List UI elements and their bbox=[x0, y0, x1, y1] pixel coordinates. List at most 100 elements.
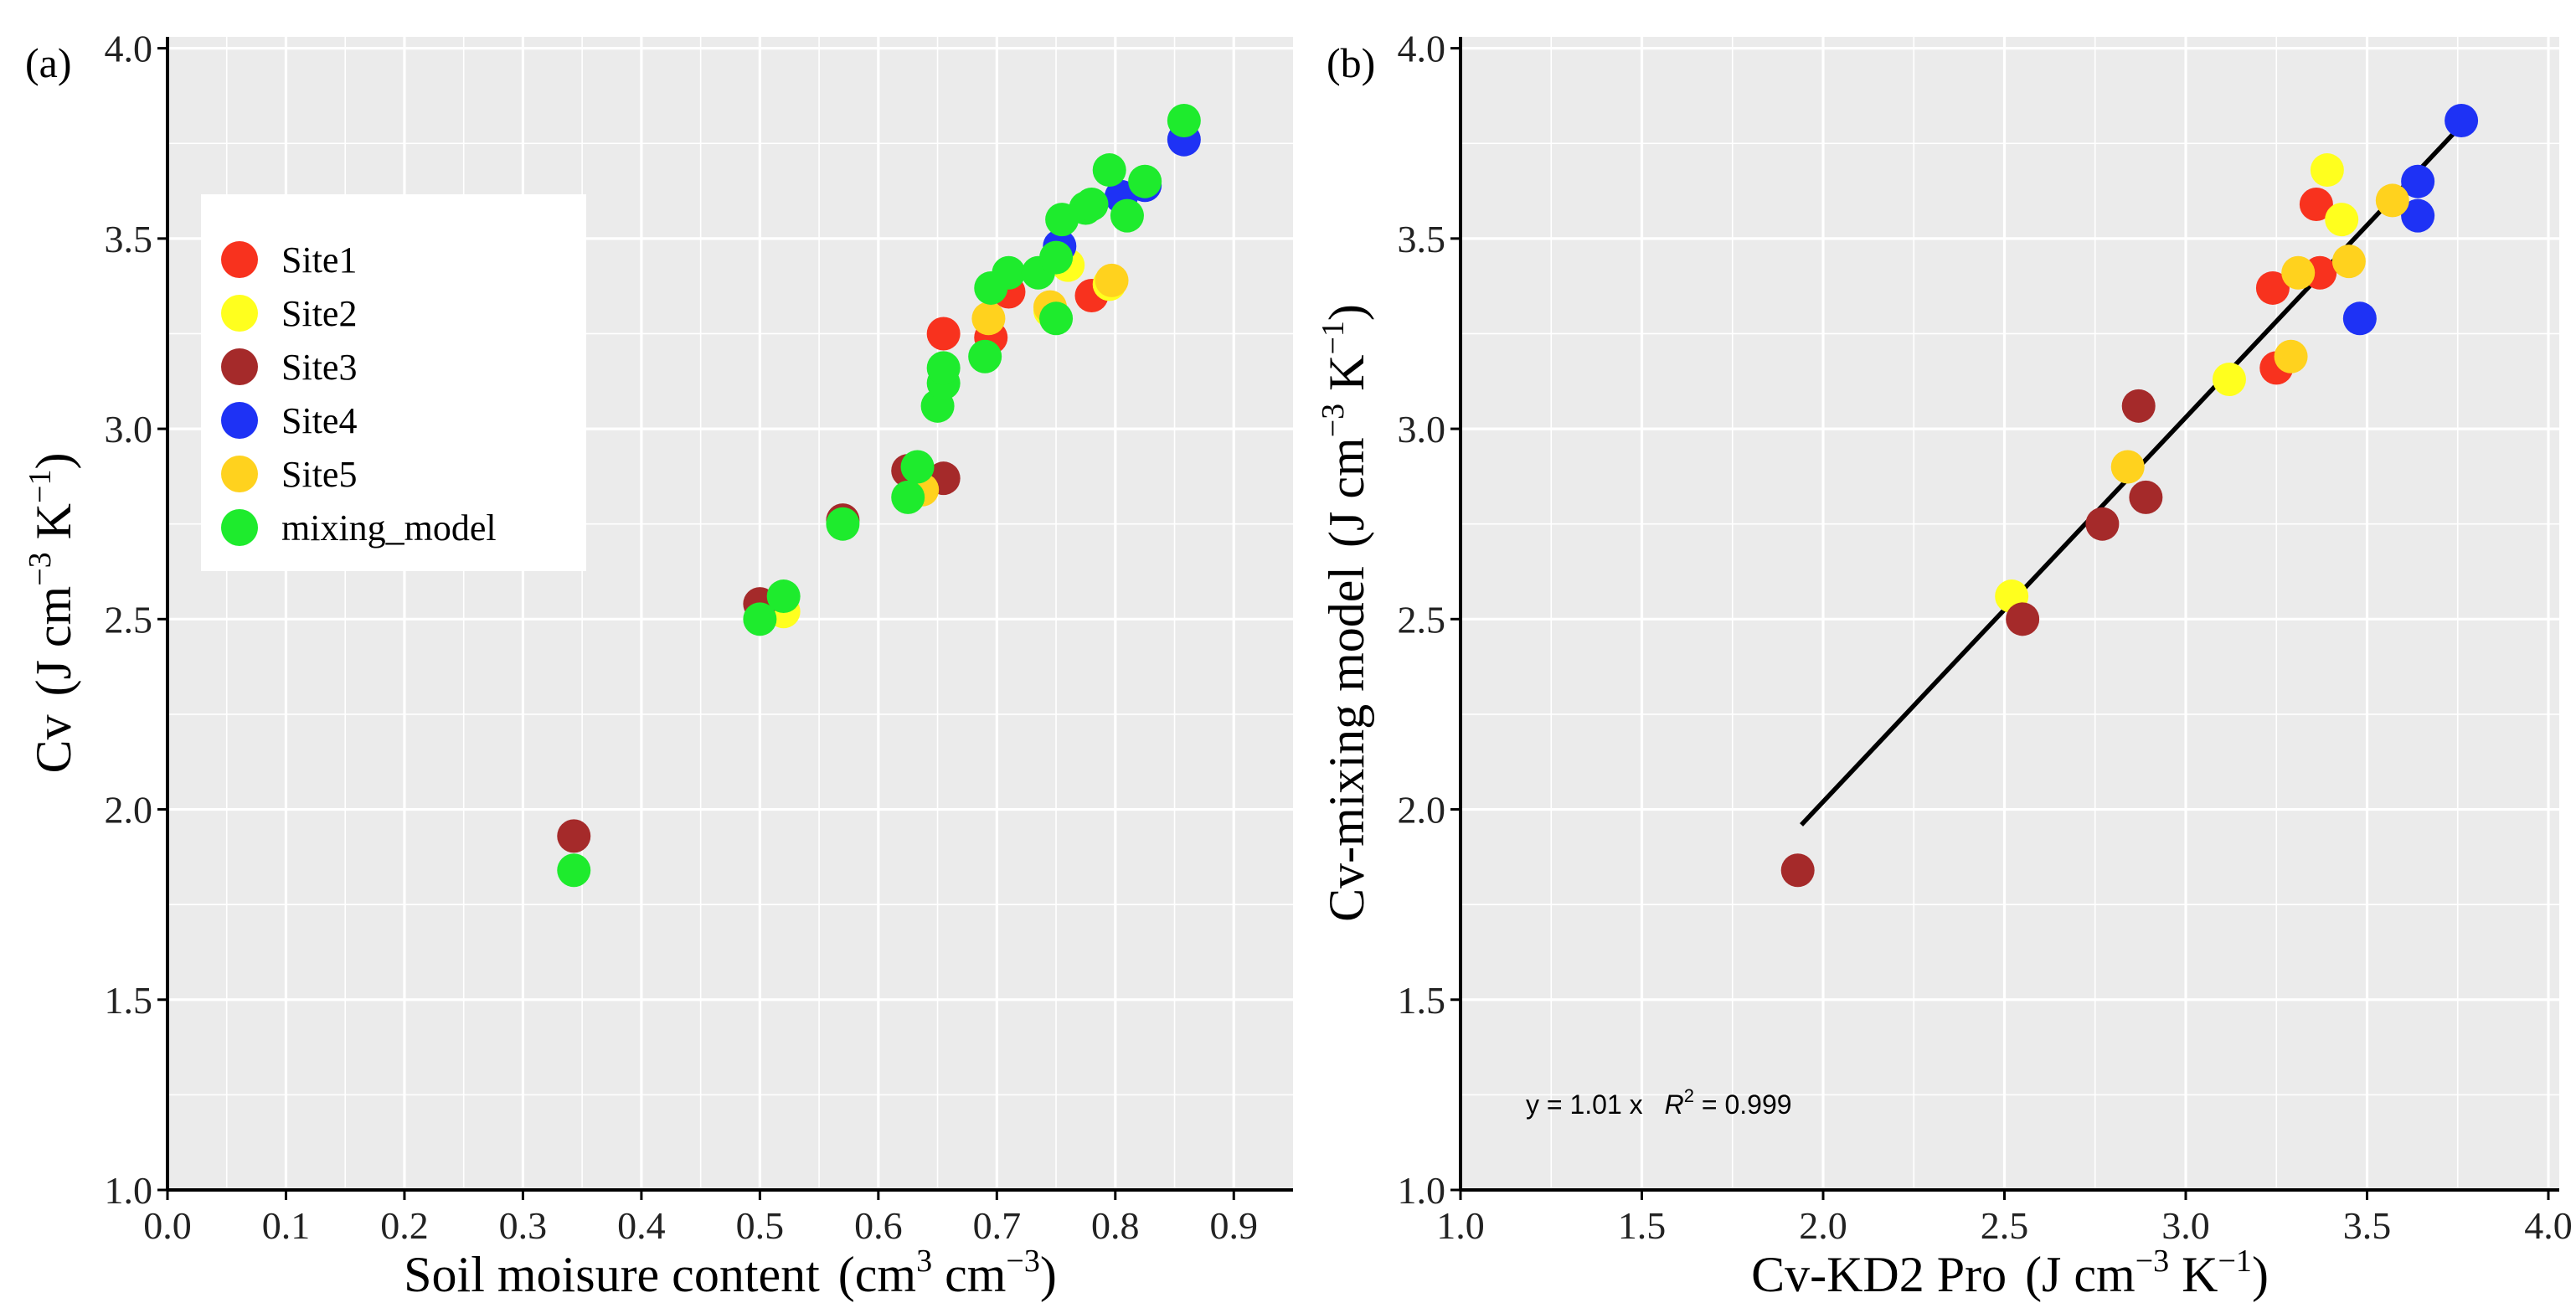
data-point bbox=[2375, 183, 2409, 218]
y-tick-label: 3.0 bbox=[105, 408, 153, 451]
x-tick-label: 0.1 bbox=[262, 1204, 311, 1247]
data-point bbox=[891, 480, 925, 514]
x-tick-label: 0.7 bbox=[973, 1204, 1022, 1247]
data-point bbox=[1780, 853, 1815, 888]
legend: Site1 Site2 Site3 Site4 Site5 mixing_model bbox=[201, 194, 586, 571]
legend-item: Site5 bbox=[221, 454, 357, 495]
data-point bbox=[2129, 480, 2163, 514]
regression-annotation: y = 1.01 x R2 = 0.999 bbox=[1526, 1085, 1792, 1120]
data-point bbox=[557, 819, 591, 853]
data-point bbox=[2325, 203, 2359, 237]
r2-value: = 0.999 bbox=[1694, 1089, 1792, 1120]
y-tick-label: 4.0 bbox=[1398, 28, 1446, 70]
data-point bbox=[1110, 198, 1144, 233]
x-tick-label: 4.0 bbox=[2524, 1204, 2573, 1247]
x-tick-label: 0.6 bbox=[854, 1204, 903, 1247]
data-point bbox=[1074, 187, 1109, 221]
legend-item: Site4 bbox=[221, 400, 357, 441]
y-tick-label: 2.5 bbox=[1398, 598, 1446, 641]
data-point bbox=[766, 579, 801, 614]
y-tick-label: 1.0 bbox=[1398, 1169, 1446, 1212]
data-point bbox=[2212, 363, 2246, 397]
data-point bbox=[900, 450, 935, 484]
data-point bbox=[1095, 263, 1129, 297]
y-tick-label: 3.0 bbox=[1398, 408, 1446, 451]
legend-box bbox=[201, 194, 586, 571]
x-tick-label: 0.3 bbox=[499, 1204, 548, 1247]
data-point bbox=[992, 255, 1026, 290]
data-point bbox=[926, 317, 961, 351]
x-tick-label: 0.5 bbox=[736, 1204, 785, 1247]
series-mixing-model bbox=[557, 103, 1201, 888]
y-tick-label: 1.5 bbox=[105, 979, 153, 1022]
legend-label: mixing_model bbox=[281, 507, 497, 548]
y-tick-label: 2.5 bbox=[105, 598, 153, 641]
data-point bbox=[1039, 301, 1074, 336]
plot-b-y-title: Cv-mixing model(J cm−3 K−1) bbox=[1316, 304, 1374, 922]
x-tick-label: 0.8 bbox=[1091, 1204, 1140, 1247]
legend-label: Site3 bbox=[281, 347, 357, 388]
data-point bbox=[2121, 389, 2156, 423]
plot-a-points bbox=[557, 103, 1201, 888]
panel-a-label: (a) bbox=[25, 39, 72, 86]
series-site5 bbox=[2110, 183, 2409, 484]
legend-marker bbox=[221, 295, 258, 332]
data-point bbox=[968, 339, 1002, 373]
data-point bbox=[743, 602, 777, 636]
plot-b-points bbox=[1780, 103, 2479, 888]
y-tick-label: 1.5 bbox=[1398, 979, 1446, 1022]
x-tick-label: 1.5 bbox=[1618, 1204, 1667, 1247]
data-point bbox=[2281, 255, 2316, 290]
plot-b-x-title-text: Cv-KD2 Pro bbox=[1751, 1247, 2007, 1302]
data-point bbox=[2310, 153, 2344, 188]
series-site2 bbox=[1995, 153, 2359, 614]
data-point bbox=[2401, 164, 2435, 198]
data-point bbox=[2331, 245, 2366, 279]
data-point bbox=[1092, 153, 1126, 188]
series-site4 bbox=[2342, 103, 2479, 336]
legend-label: Site5 bbox=[281, 454, 357, 495]
data-point bbox=[826, 507, 860, 541]
data-point bbox=[926, 351, 961, 385]
data-point bbox=[2445, 103, 2479, 137]
r2-label: R bbox=[1665, 1089, 1684, 1120]
plot-a-x-title: Soil moisure content (cm3 cm−3) bbox=[404, 1244, 1057, 1302]
legend-marker bbox=[221, 402, 258, 439]
data-point bbox=[1128, 164, 1162, 198]
y-tick-label: 2.0 bbox=[105, 789, 153, 832]
data-point bbox=[557, 853, 591, 888]
data-point bbox=[2342, 301, 2377, 336]
data-point bbox=[1167, 103, 1201, 137]
plot-a-y-title: Cv(J cm−3 K−1) bbox=[23, 453, 81, 774]
legend-label: Site4 bbox=[281, 400, 357, 441]
data-point bbox=[971, 301, 1006, 336]
data-point bbox=[1039, 240, 1074, 275]
plot-b-y-title-text: Cv-mixing model bbox=[1319, 566, 1374, 922]
legend-item: mixing_model bbox=[221, 507, 497, 548]
x-tick-label: 1.0 bbox=[1436, 1204, 1485, 1247]
panel-b: 1.0 1.5 2.0 2.5 3.0 3.5 4.0 1.0 1.5 2.0 2.5 3.0 3.5 4… bbox=[1316, 28, 2573, 1302]
legend-item: Site1 bbox=[221, 239, 357, 281]
x-tick-label: 3.5 bbox=[2343, 1204, 2392, 1247]
panel-a: 0.0 0.1 0.2 0.3 0.4 0.5 0.6 0.7 0.8 0.9 1.0 1.5 2.0 2… bbox=[23, 28, 1293, 1302]
y-tick-label: 3.5 bbox=[105, 218, 153, 260]
data-point bbox=[2006, 602, 2040, 636]
legend-item: Site2 bbox=[221, 293, 357, 334]
x-tick-label: 2.0 bbox=[1799, 1204, 1847, 1247]
y-tick-label: 2.0 bbox=[1398, 789, 1446, 832]
legend-marker bbox=[221, 456, 258, 492]
x-tick-label: 0.4 bbox=[617, 1204, 666, 1247]
data-point bbox=[2110, 450, 2145, 484]
legend-marker bbox=[221, 241, 258, 278]
plot-a-x-title-text: Soil moisure content bbox=[404, 1247, 820, 1302]
plot-a-ticks: 0.0 0.1 0.2 0.3 0.4 0.5 0.6 0.7 0.8 0.9 1.0 1.5 2.0 2… bbox=[105, 28, 1259, 1247]
plot-b-ticks: 1.0 1.5 2.0 2.5 3.0 3.5 4.0 1.0 1.5 2.0 2.5 3.0 3.5 4… bbox=[1398, 28, 2573, 1247]
x-tick-label: 0.9 bbox=[1210, 1204, 1259, 1247]
plot-b-x-title: Cv-KD2 Pro (J cm−3 K−1) bbox=[1751, 1244, 2269, 1302]
legend-entries: Site1 Site2 Site3 Site4 Site5 mixing_model bbox=[221, 239, 497, 548]
legend-item: Site3 bbox=[221, 347, 357, 388]
legend-marker bbox=[221, 509, 258, 546]
legend-marker bbox=[221, 348, 258, 385]
x-tick-label: 0.0 bbox=[143, 1204, 192, 1247]
